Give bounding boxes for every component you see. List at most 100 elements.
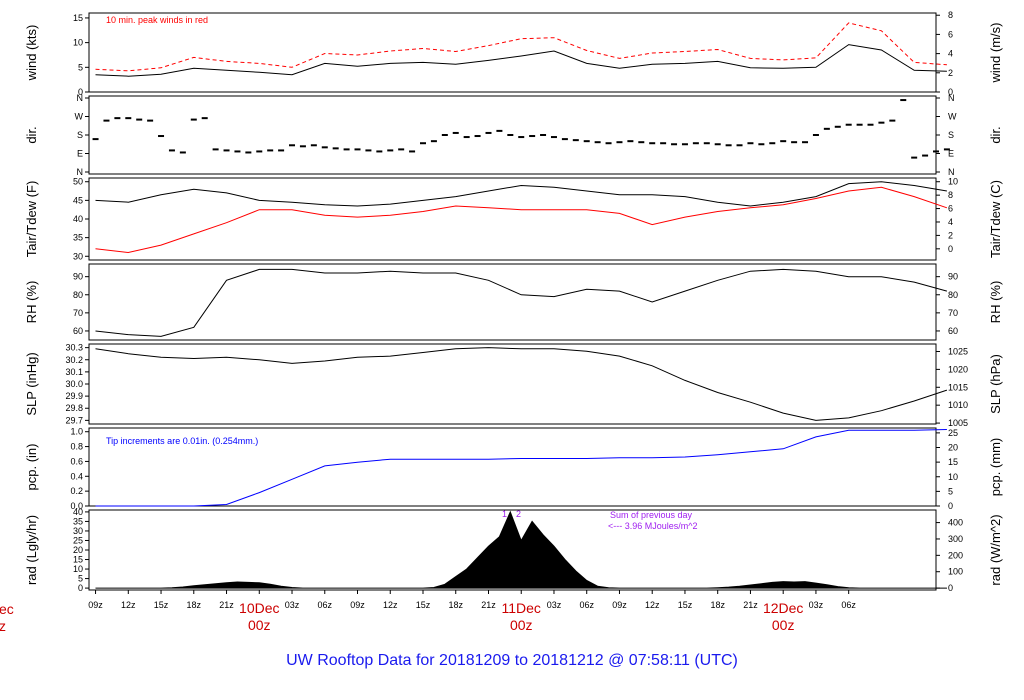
series-line-rh-0 [95,268,948,337]
y-axis-label-right: RH (%) [988,281,1003,324]
series-line-temp-1 [95,186,948,254]
y-tick-label-right: 90 [948,272,958,282]
y-tick-label-right: 6 [948,29,953,39]
y-tick-label-right: 10 [948,472,958,482]
y-tick-label-right: 1025 [948,346,968,356]
y-tick-label-right: 70 [948,308,958,318]
day-label: 10Dec [239,600,279,616]
y-tick-label: 0.6 [70,456,83,466]
y-tick-label: 15 [73,13,83,23]
y-tick-label: W [75,112,84,122]
day-label: 12Dec [763,600,803,616]
panel-frame [88,343,937,425]
y-tick-label: 35 [73,233,83,243]
footer-title: UW Rooftop Data for 20181209 to 20181212… [286,652,738,669]
y-tick-label: 50 [73,177,83,187]
left-edge-day-fragment: ec [0,601,14,617]
y-tick-label: N [77,167,84,177]
wind-annotation: 10 min. peak winds in red [106,15,208,25]
y-tick-label-right: 0 [948,583,953,593]
y-tick-label: 29.8 [65,403,83,413]
panel-rh: 60 70 80 90 60 70 80 90 RH (%) RH (%) [24,263,1003,341]
panel-frame [88,12,937,93]
x-tick-label: 09z [88,600,103,610]
y-tick-label: 45 [73,195,83,205]
y-tick-label-right: 25 [948,428,958,438]
y-tick-label-right: 0 [948,501,953,511]
y-axis-label-right: Tair/Tdew (C) [988,180,1003,258]
y-tick-label: 30.1 [65,367,83,377]
y-tick-label: 15 [73,555,83,565]
y-tick-label: 29.9 [65,391,83,401]
panel-temp: 30 35 40 45 50 0 2 4 6 8 10 Tair/Tdew (F) Tair/Tdew … [24,177,1003,262]
y-tick-label-right: 400 [948,518,963,528]
series-line-pcp-0 [95,429,947,507]
y-axis-label-right: rad (W/m^2) [988,514,1003,585]
y-tick-label-right: 1010 [948,400,968,410]
y-tick-label: 20 [73,545,83,555]
y-tick-label: 0.0 [70,501,83,511]
y-tick-label-right: 10 [948,177,958,187]
y-tick-label-right: 8 [948,10,953,20]
x-tick-label: 12z [121,600,136,610]
radiation-area [95,510,948,589]
series-line-slp-0 [95,347,948,421]
y-tick-label-right: W [948,112,957,122]
y-tick-label: 1.0 [70,427,83,437]
y-tick-label: 30.2 [65,355,83,365]
y-tick-label-right: 200 [948,550,963,560]
y-tick-label: 90 [73,272,83,282]
y-tick-label-right: 0 [948,87,953,97]
day-label: 11Dec [502,600,541,616]
y-tick-label: 30 [73,251,83,261]
time-axis: 09z 12z 15z 18z 21z 03z 06z 09z 12z 15z 18z 21z 03z 0… [88,590,856,633]
y-axis-label: dir. [24,126,39,143]
y-tick-label: 29.7 [65,415,83,425]
x-tick-label: 21z [743,600,758,610]
x-tick-label: 03z [547,600,562,610]
y-tick-label-right: N [948,93,955,103]
y-tick-label: 10 [73,38,83,48]
y-tick-label: 40 [73,214,83,224]
x-tick-label: 06z [318,600,333,610]
rad-sum-label: Sum of previous day [610,510,693,520]
y-tick-label: 25 [73,535,83,545]
x-tick-label: 18z [710,600,725,610]
y-tick-label-right: 4 [948,217,953,227]
y-axis-label: wind (kts) [24,25,39,82]
y-tick-label: 35 [73,516,83,526]
y-axis-label-right: dir. [988,126,1003,143]
y-tick-label: 0 [78,583,83,593]
y-tick-label-right: 1020 [948,364,968,374]
series-line-wind-1 [95,22,947,72]
y-tick-label: 80 [73,290,83,300]
x-tick-label: 09z [612,600,627,610]
x-tick-label: 15z [416,600,431,610]
y-axis-label: RH (%) [24,281,39,324]
rad-sum-value: <--- 3.96 MJoules/m^2 [608,521,698,531]
y-axis-label-right: SLP (hPa) [988,354,1003,414]
y-tick-label: 0.4 [70,471,83,481]
y-tick-label-right: 80 [948,290,958,300]
day-hour-label: 00z [772,617,795,633]
y-tick-label: 0 [78,87,83,97]
panel-pcp: 0.0 0.2 0.4 0.6 0.8 1.0 0 5 10 15 20 25 pcp. (in) pcp… [24,427,1003,511]
day-hour-label: 00z [510,617,533,633]
y-tick-label-right: N [948,167,955,177]
y-tick-label-right: 6 [948,204,953,214]
x-tick-label: 06z [841,600,856,610]
y-tick-label-right: 2 [948,68,953,78]
y-tick-label: N [77,93,84,103]
y-tick-label-right: 2 [948,230,953,240]
y-tick-label-right: 0 [948,244,953,254]
y-tick-label: 0.2 [70,486,83,496]
y-tick-label-right: 60 [948,326,958,336]
y-axis-label: SLP (inHg) [24,352,39,415]
y-tick-label: 70 [73,308,83,318]
y-tick-label: 5 [78,574,83,584]
x-tick-label: 03z [285,600,300,610]
y-axis-label-right: pcp. (mm) [988,438,1003,497]
day-hour-label: 00z [248,617,271,633]
